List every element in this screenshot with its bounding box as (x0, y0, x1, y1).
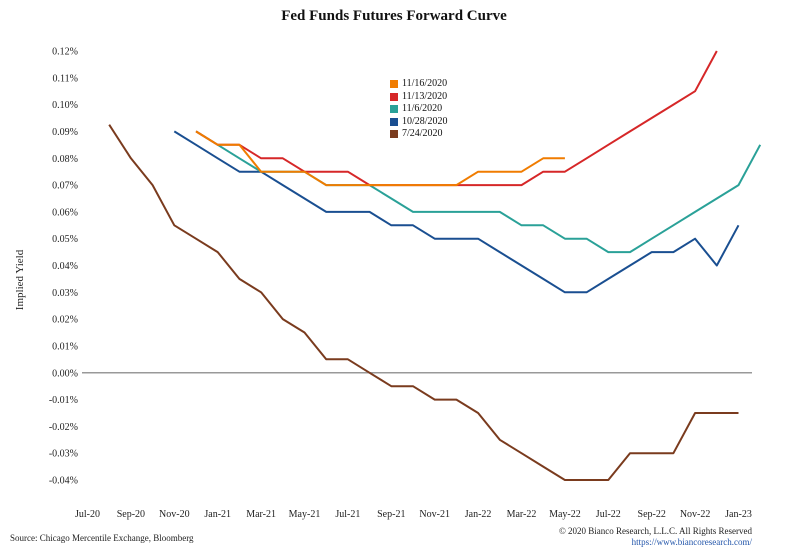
legend-label: 11/6/2020 (402, 103, 443, 114)
x-tick-label: Nov-20 (159, 509, 190, 520)
legend-item: 10/28/2020 (390, 116, 448, 129)
y-tick-label: -0.04% (49, 476, 78, 487)
series-line-7-24-2020 (108, 124, 739, 481)
legend-item: 11/13/2020 (390, 91, 448, 104)
copyright-block: © 2020 Bianco Research, L.L.C. All Right… (559, 526, 752, 548)
x-tick-label: Sep-21 (377, 509, 405, 520)
legend-label: 11/13/2020 (402, 90, 448, 102)
x-tick-label: Sep-22 (638, 509, 666, 520)
y-axis: -0.04% -0.03% -0.02% -0.01% 0.00% 0.01% 0.02% 0… (49, 47, 78, 487)
legend-label: 7/24/2020 (402, 128, 443, 139)
website-link[interactable]: https://www.biancoresearch.com/ (631, 537, 752, 547)
legend-label: 10/28/2020 (402, 115, 448, 127)
legend-label: 11/16/2020 (402, 78, 448, 89)
x-tick-label: Jul-20 (75, 509, 100, 520)
series-lines (108, 50, 762, 481)
x-tick-label: May-21 (289, 509, 321, 520)
y-axis-label: Implied Yield (14, 249, 26, 311)
y-tick-label: 0.07% (52, 181, 78, 192)
legend-swatch (390, 92, 398, 101)
y-tick-label: 0.08% (52, 154, 78, 165)
x-tick-label: Nov-22 (680, 509, 711, 520)
y-tick-label: 0.02% (52, 315, 78, 326)
y-tick-label: -0.03% (49, 449, 78, 460)
x-tick-label: Jan-23 (725, 509, 752, 520)
y-tick-label: 0.06% (52, 207, 78, 218)
y-tick-label: 0.11% (53, 73, 78, 84)
x-tick-label: Mar-21 (246, 509, 276, 520)
chart-title: Fed Funds Futures Forward Curve (281, 8, 507, 24)
x-tick-label: May-22 (549, 509, 581, 520)
legend-item: 11/6/2020 (390, 103, 448, 116)
y-tick-label: 0.00% (52, 368, 78, 379)
x-axis: Jul-20 Sep-20 Nov-20 Jan-21 Mar-21 May-21 Jul-… (75, 509, 752, 520)
y-tick-label: 0.10% (52, 100, 78, 111)
x-tick-label: Jul-22 (596, 509, 621, 520)
series-line-11-16-2020 (195, 130, 565, 187)
series-line-11-13-2020 (195, 50, 718, 187)
x-tick-label: Nov-21 (419, 509, 450, 520)
legend-item: 7/24/2020 (390, 128, 448, 141)
copyright-text: © 2020 Bianco Research, L.L.C. All Right… (558, 526, 752, 536)
y-tick-label: 0.12% (52, 47, 78, 58)
legend-item: 11/16/2020 (390, 78, 448, 91)
y-tick-label: -0.01% (49, 395, 78, 406)
legend-swatch (390, 130, 398, 139)
y-tick-label: -0.02% (49, 422, 78, 433)
x-tick-label: Sep-20 (117, 509, 145, 520)
legend-swatch (390, 117, 398, 126)
series-line-11-6-2020 (195, 130, 762, 254)
legend-swatch (390, 105, 398, 114)
y-tick-label: 0.09% (52, 127, 78, 138)
x-tick-label: Jan-22 (465, 509, 492, 520)
legend: 11/16/2020 11/13/2020 11/6/2020 10/28/2020 7… (390, 78, 448, 141)
y-tick-label: 0.03% (52, 288, 78, 299)
x-tick-label: Jan-21 (204, 509, 231, 520)
series-line-10-28-2020 (173, 130, 740, 294)
y-tick-label: 0.01% (52, 341, 78, 352)
y-tick-label: 0.04% (52, 261, 78, 272)
x-tick-label: Jul-21 (335, 509, 360, 520)
x-tick-label: Mar-22 (507, 509, 537, 520)
y-tick-label: 0.05% (52, 234, 78, 245)
legend-swatch (390, 80, 398, 89)
source-note: Source: Chicago Mercentile Exchange, Blo… (10, 533, 194, 543)
